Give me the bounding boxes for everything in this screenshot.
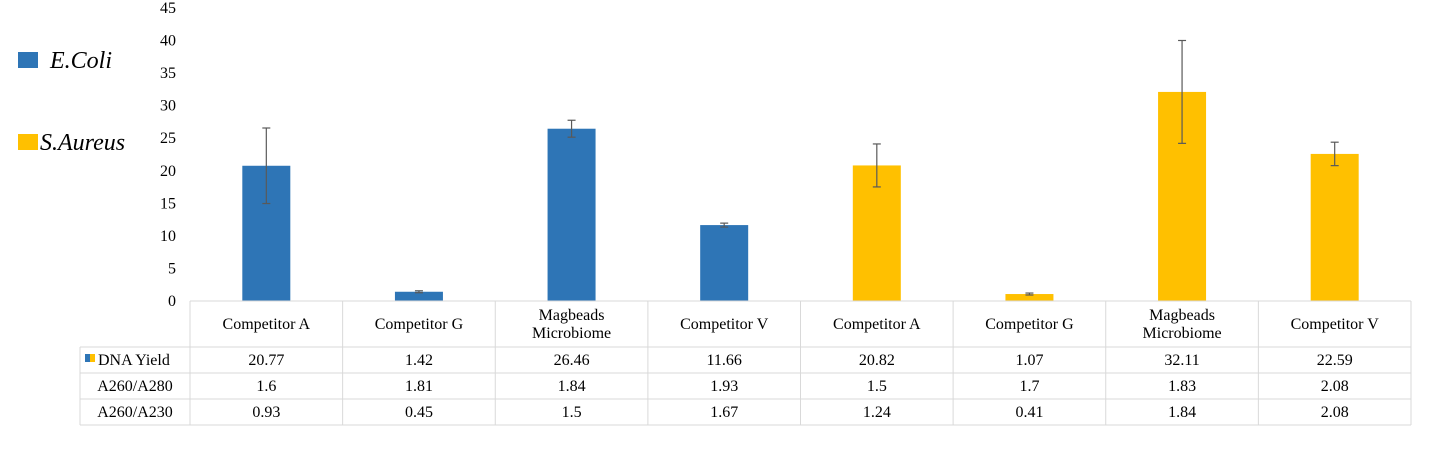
legend-label-saureus: S.Aureus <box>40 130 125 156</box>
bar <box>1310 153 1359 301</box>
error-bar <box>1025 292 1034 296</box>
error-bar <box>720 222 729 228</box>
error-bars <box>262 39 1339 296</box>
category-label: Microbiome <box>532 325 611 342</box>
category-label: Competitor A <box>223 316 311 333</box>
category-label: Magbeads <box>1149 307 1215 324</box>
y-tick-label: 10 <box>160 228 176 245</box>
category-label: Magbeads <box>539 307 605 324</box>
bar <box>547 128 596 301</box>
y-tick-label: 15 <box>160 195 176 212</box>
table-cell: 2.08 <box>1321 404 1349 421</box>
error-bar <box>567 119 576 138</box>
y-tick-label: 45 <box>160 0 176 17</box>
category-label: Microbiome <box>1143 325 1222 342</box>
table-row-label: DNA Yield <box>98 352 170 369</box>
table-cell: 1.7 <box>1019 378 1039 395</box>
legend-label-ecoli: E.Coli <box>49 48 112 74</box>
legend-entry-ecoli: E.Coli <box>18 48 112 74</box>
table-cell: 1.81 <box>405 378 433 395</box>
table-cell: 32.11 <box>1164 352 1199 369</box>
category-label: Competitor A <box>833 316 921 333</box>
y-axis-ticks: 0 5 10 15 20 25 30 35 40 45 <box>160 0 176 310</box>
table-cell: 26.46 <box>554 352 590 369</box>
bar <box>1005 294 1054 301</box>
table-cell: 0.41 <box>1015 404 1043 421</box>
y-tick-label: 5 <box>168 260 176 277</box>
table-cell: 1.93 <box>710 378 738 395</box>
data-table: Competitor A Competitor GMagbeadsMicrobio… <box>79 300 1412 426</box>
y-tick-label: 0 <box>168 293 176 310</box>
table-cell: 22.59 <box>1317 352 1353 369</box>
legend-entry-saureus: S.Aureus <box>18 130 125 156</box>
table-cell: 20.77 <box>248 352 284 369</box>
table-row-label: A260/A230 <box>97 404 173 421</box>
table-cell: 1.24 <box>863 404 891 421</box>
category-label: Competitor G <box>375 316 464 333</box>
table-cell: 11.66 <box>706 352 741 369</box>
legend: E.Coli S.Aureus <box>18 48 125 156</box>
table-row-label: A260/A280 <box>97 378 173 395</box>
bar <box>700 225 749 301</box>
category-label: Competitor V <box>1291 316 1380 333</box>
bar <box>852 165 901 301</box>
table-cell: 0.45 <box>405 404 433 421</box>
table-cell: 1.83 <box>1168 378 1196 395</box>
table-legend-key-ecoli <box>85 354 90 362</box>
error-bar <box>1178 39 1187 144</box>
table-cell: 20.82 <box>859 352 895 369</box>
table-cell: 1.07 <box>1015 352 1043 369</box>
y-tick-label: 35 <box>160 65 176 82</box>
bar <box>394 291 443 301</box>
error-bar <box>872 143 881 188</box>
y-tick-label: 20 <box>160 163 176 180</box>
table-cell: 1.5 <box>562 404 582 421</box>
error-bar <box>262 127 271 205</box>
table-cell: 1.5 <box>867 378 887 395</box>
table-cell: 2.08 <box>1321 378 1349 395</box>
table-cell: 1.84 <box>1168 404 1196 421</box>
table-cell: 0.93 <box>252 404 280 421</box>
category-label: Competitor G <box>985 316 1074 333</box>
bars <box>242 91 1359 301</box>
table-cell: 1.67 <box>710 404 738 421</box>
legend-swatch-ecoli <box>18 52 38 68</box>
table-cell: 1.6 <box>256 378 276 395</box>
y-tick-label: 25 <box>160 130 176 147</box>
table-cell: 1.42 <box>405 352 433 369</box>
legend-swatch-saureus <box>18 134 38 150</box>
error-bar <box>414 290 423 294</box>
y-tick-label: 40 <box>160 33 176 50</box>
table-cell: 1.84 <box>558 378 586 395</box>
y-tick-label: 30 <box>160 98 176 115</box>
category-label: Competitor V <box>680 316 769 333</box>
error-bar <box>1330 141 1339 167</box>
table-legend-key-saureus <box>90 354 95 362</box>
